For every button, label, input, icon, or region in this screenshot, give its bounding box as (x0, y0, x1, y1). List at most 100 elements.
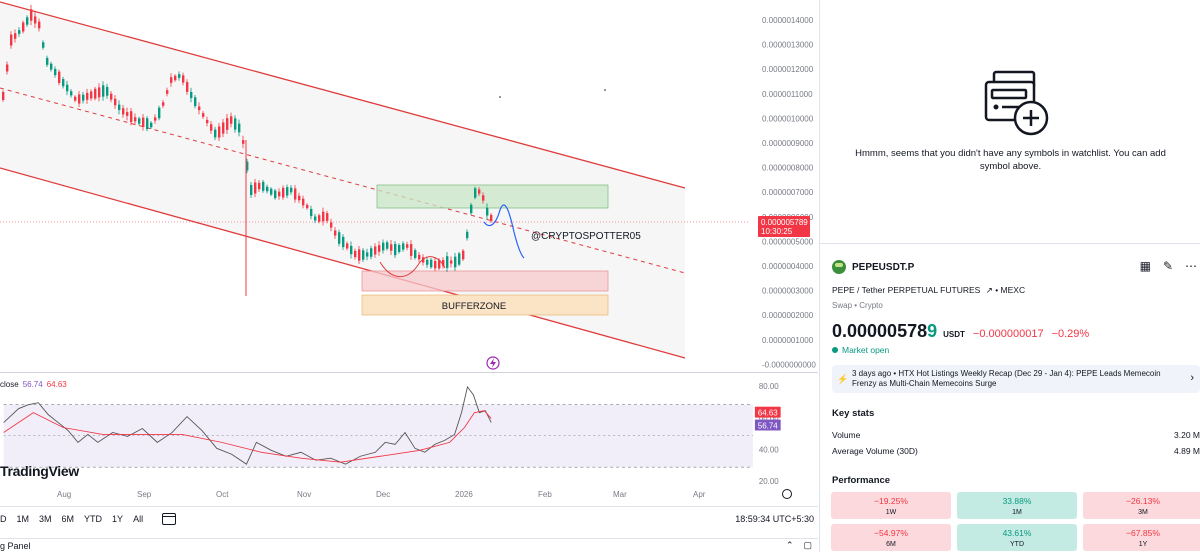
settings-gear-icon[interactable] (782, 489, 792, 499)
candle-body (310, 208, 313, 217)
candle-body (6, 64, 9, 72)
time-label: Apr (693, 490, 706, 499)
marker-dot (604, 89, 606, 91)
perf-cell-1m[interactable]: 33.88% 1M (957, 492, 1077, 519)
candle-body (486, 207, 489, 216)
timeframe-1y[interactable]: 1Y (112, 513, 124, 524)
candle-body (18, 30, 21, 34)
symbol-ticker[interactable]: PEPEUSDT.P (852, 261, 915, 273)
candle-body (202, 113, 205, 117)
edit-icon[interactable]: ✎ (1162, 259, 1173, 273)
candle-body (322, 211, 325, 222)
chart-pane[interactable]: BUFFERZONE @CRYPTOSPOTTER05 0.0000014000… (0, 0, 818, 552)
rsi-legend-value: 56.74 (22, 380, 43, 389)
perf-cell-ytd[interactable]: 43.61% YTD (957, 524, 1077, 551)
rsi-ma-line (3, 410, 492, 463)
panel-label[interactable]: g Panel (0, 541, 31, 551)
market-status: Market open (832, 345, 889, 355)
time-label: Dec (376, 490, 391, 499)
calendar-icon[interactable] (162, 512, 177, 525)
candle-body (374, 246, 377, 255)
price-axis-label: 0.0000003000 (762, 287, 814, 296)
channel-upper-line[interactable] (0, 1, 686, 189)
candle-body (98, 87, 101, 98)
perf-cell-1y[interactable]: −67.85% 1Y (1083, 524, 1200, 551)
candle-body (278, 191, 281, 197)
candle-body (350, 245, 353, 255)
price-main: 0.00000578 (832, 321, 928, 341)
candle-body (198, 106, 201, 111)
market-status-text: Market open (842, 345, 890, 355)
candle-body (358, 249, 361, 261)
candle-body (126, 112, 129, 116)
rsi-axis-label: 60.00 (759, 414, 779, 423)
external-link-icon[interactable]: ↗ (985, 285, 993, 295)
timeframe-all[interactable]: All (133, 513, 144, 524)
bufferzone-box[interactable] (361, 294, 609, 316)
candle-body (182, 75, 185, 83)
watermark-text: @CRYPTOSPOTTER05 (531, 231, 641, 242)
timeframe-1m[interactable]: 1M (16, 513, 30, 524)
candle-body (446, 256, 449, 268)
time-axis[interactable]: Aug Sep Oct Nov Dec 2026 Feb Mar Apr (0, 484, 818, 504)
candle-body (402, 243, 405, 250)
candle-body (26, 17, 29, 25)
channel-lower-line[interactable] (0, 167, 686, 359)
candle-body (298, 195, 301, 201)
candle-body (30, 9, 33, 21)
rsi-legend[interactable]: close 56.74 64.63 (0, 380, 67, 389)
rsi-axis-label: 40.00 (759, 445, 779, 454)
expand-icon[interactable]: ▢ (803, 540, 812, 550)
candle-body (110, 93, 113, 100)
candle-body (282, 187, 285, 198)
rsi-pane[interactable]: 80.00 60.00 40.00 20.00 64.63 56.74 (0, 372, 818, 484)
price-axis-label: 0.0000012000 (762, 65, 814, 74)
candle-body (430, 259, 433, 268)
resistance-zone[interactable] (376, 184, 609, 209)
tradingview-logo[interactable]: TradingView (0, 463, 79, 479)
price-change-percent: −0.29% (1051, 328, 1090, 340)
lightning-icon[interactable] (486, 356, 500, 370)
candle-body (370, 248, 373, 257)
perf-cell-6m[interactable]: −54.97% 6M (831, 524, 951, 551)
timeframe-6m[interactable]: 6M (61, 513, 75, 524)
channel-mid-line[interactable] (0, 87, 686, 274)
watchlist-empty-message: Hmmm, seems that you didn't have any sym… (855, 148, 1166, 172)
perf-cell-3m[interactable]: −26.13% 3M (1083, 492, 1200, 519)
grid-icon[interactable]: ▦ (1139, 259, 1151, 273)
panel-bar: g Panel ⌃ ▢ (0, 538, 818, 552)
price-axis[interactable]: 0.0000014000 0.0000013000 0.0000012000 0.00… (762, 16, 816, 369)
candle-body (206, 119, 209, 124)
symbol-header[interactable]: PEPEUSDT.P (832, 260, 914, 274)
price-axis-label: -0.0000000000 (762, 360, 816, 369)
candle-body (258, 182, 261, 190)
price-chart[interactable]: BUFFERZONE @CRYPTOSPOTTER05 0.0000014000… (0, 0, 818, 372)
price-tag-countdown: 10:30:25 (761, 227, 793, 236)
candle-body (2, 91, 5, 101)
add-watchlist-icon[interactable] (982, 70, 1052, 138)
candle-body (106, 86, 109, 96)
symbol-type: Swap • Crypto (832, 301, 883, 310)
timeframe-d[interactable]: D (0, 513, 7, 524)
rsi-ma-tag-text: 64.63 (758, 409, 778, 418)
support-zone[interactable] (361, 270, 609, 292)
perf-cell-1w[interactable]: −19.25% 1W (831, 492, 951, 519)
perf-label: 1M (1012, 509, 1022, 516)
price-axis-label: 0.0000011000 (762, 90, 813, 99)
perf-label: 6M (886, 541, 896, 548)
rsi-axis: 80.00 60.00 40.00 20.00 (759, 382, 779, 484)
stat-row-volume: Volume 3.20 M (832, 430, 1200, 440)
timeframe-3m[interactable]: 3M (39, 513, 52, 524)
price-axis-label: 0.0000010000 (762, 114, 814, 123)
more-icon[interactable]: ⋯ (1185, 259, 1197, 273)
clock-text[interactable]: 18:59:34 UTC+5:30 (735, 513, 814, 524)
chevron-up-icon[interactable]: ⌃ (785, 540, 794, 550)
chevron-right-icon: › (1190, 372, 1194, 384)
candle-body (338, 232, 341, 244)
rsi-tag (754, 419, 781, 431)
candle-body (46, 57, 49, 65)
timeframe-ytd[interactable]: YTD (84, 513, 103, 524)
news-card[interactable]: ⚡ 3 days ago • HTX Hot Listings Weekly R… (832, 365, 1200, 393)
candle-body (458, 253, 461, 265)
lightning-icon: ⚡ (837, 374, 849, 384)
